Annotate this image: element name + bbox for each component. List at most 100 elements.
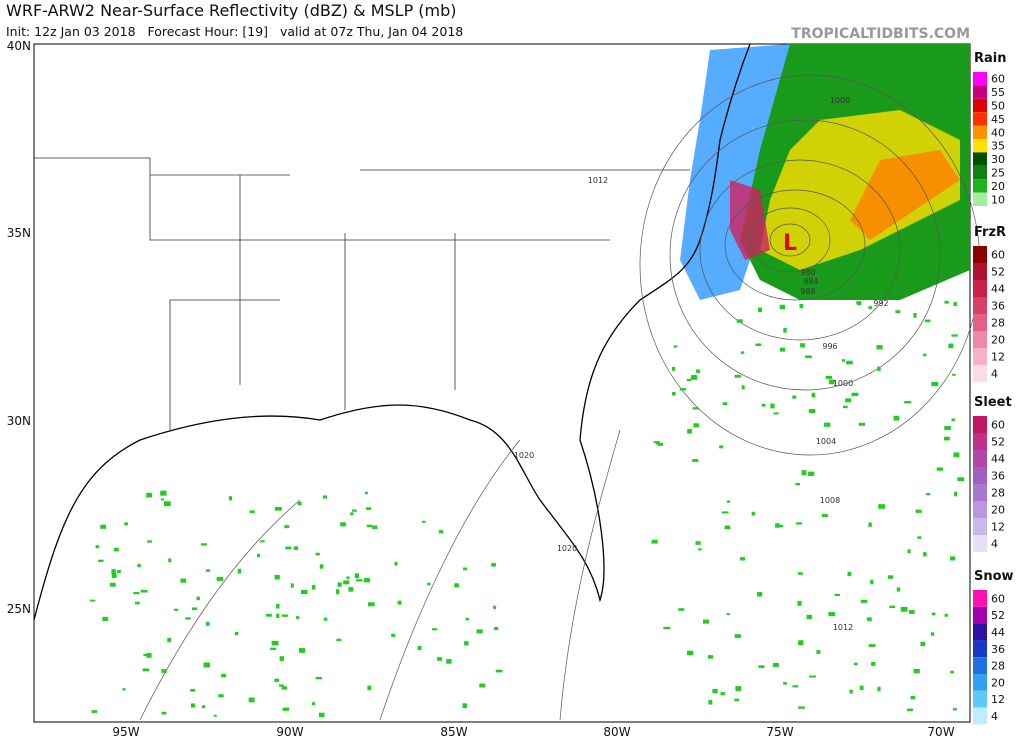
- legend-swatch: [973, 606, 987, 624]
- legend-swatch: [973, 348, 987, 365]
- lat-label: 25N: [7, 602, 31, 616]
- shower-cell: [427, 582, 431, 586]
- shower-cell: [479, 683, 486, 688]
- shower-cell: [952, 708, 957, 711]
- shower-cell: [300, 589, 308, 595]
- shower-cell: [679, 388, 687, 391]
- shower-cell: [696, 369, 701, 373]
- legend-swatch: [973, 165, 987, 180]
- isobar-label: 1012: [833, 623, 853, 632]
- shower-cell: [878, 504, 886, 509]
- shower-cell: [707, 655, 713, 659]
- shower-cell: [276, 613, 280, 618]
- shower-cell: [735, 686, 741, 691]
- shower-cell: [719, 445, 723, 449]
- shower-cell: [367, 685, 372, 691]
- shower-cell: [348, 587, 354, 592]
- shower-cell: [657, 442, 663, 446]
- shower-cell: [260, 540, 265, 543]
- legend-swatch: [973, 297, 987, 314]
- shower-cell: [218, 694, 224, 698]
- watermark: TROPICALTIDBITS.COM: [791, 26, 970, 42]
- shower-cell: [860, 599, 868, 603]
- shower-cell: [770, 403, 775, 409]
- shower-cell: [931, 381, 939, 387]
- legend-label: 40: [991, 126, 1005, 139]
- shower-cell: [702, 619, 709, 624]
- shower-cell: [858, 422, 866, 426]
- legend-label: 44: [991, 453, 1005, 466]
- legend-swatch: [973, 314, 987, 331]
- isobar-label: 1008: [820, 496, 840, 505]
- shower-cell: [806, 614, 812, 620]
- shower-cell: [278, 684, 284, 687]
- shower-cell: [931, 612, 936, 616]
- shower-cell: [191, 703, 195, 708]
- shower-cell: [801, 470, 807, 475]
- map-area: [33, 43, 981, 723]
- shower-cell: [234, 631, 239, 636]
- legend-title: Rain: [974, 51, 1007, 66]
- shower-cell: [944, 425, 951, 430]
- legend-swatch: [973, 518, 987, 535]
- shower-cell: [876, 345, 883, 350]
- legend-title: FrzR: [974, 225, 1006, 240]
- shower-cell: [221, 673, 227, 678]
- legend-swatch: [973, 85, 987, 99]
- shower-cell: [761, 404, 766, 407]
- shower-cell: [656, 441, 660, 445]
- shower-cell: [95, 545, 100, 549]
- shower-cell: [274, 678, 280, 682]
- shower-cell: [476, 629, 483, 634]
- shower-cell: [432, 628, 438, 631]
- shower-cell: [372, 525, 378, 530]
- shower-cell: [779, 304, 786, 310]
- shower-cell: [161, 669, 167, 673]
- shower-cell: [690, 375, 698, 380]
- low-marker: L: [783, 231, 797, 256]
- title: WRF-ARW2 Near-Surface Reflectivity (dBZ)…: [6, 1, 457, 20]
- shower-cell: [147, 540, 152, 543]
- shower-cell: [889, 605, 896, 609]
- shower-cell: [950, 556, 956, 561]
- shower-cell: [851, 392, 859, 397]
- lon-label: 70W: [927, 725, 954, 739]
- shower-cell: [322, 495, 328, 499]
- shower-cell: [800, 343, 806, 348]
- shower-cell: [134, 601, 140, 605]
- legend-title: Sleet: [974, 395, 1012, 410]
- shower-cell: [808, 471, 815, 476]
- shower-cell: [464, 641, 469, 646]
- shower-cell: [824, 422, 831, 427]
- shower-cell: [122, 688, 126, 691]
- legend-swatch: [973, 535, 987, 552]
- shower-cell: [111, 573, 117, 579]
- rain-heavy: [760, 110, 960, 270]
- legend-label: 12: [991, 693, 1005, 706]
- shower-cell: [137, 563, 141, 568]
- shower-cell: [877, 686, 881, 692]
- shower-cell: [203, 662, 210, 668]
- legend-label: 20: [991, 676, 1005, 689]
- shower-cell: [772, 662, 779, 667]
- legend-label: 52: [991, 436, 1005, 449]
- legend-label: 12: [991, 521, 1005, 534]
- legend-swatch: [973, 623, 987, 641]
- shower-cell: [888, 575, 894, 579]
- shower-cell: [944, 436, 950, 441]
- shower-cell: [825, 376, 832, 379]
- legend-label: 4: [991, 538, 998, 551]
- shower-cell: [454, 583, 459, 588]
- mixed-precip: [730, 180, 770, 260]
- shower-cell: [352, 509, 357, 512]
- legend-swatch: [973, 192, 987, 206]
- shower-cell: [795, 482, 800, 486]
- shower-cell: [842, 359, 846, 362]
- legend-label: 25: [991, 167, 1005, 180]
- shower-cell: [915, 509, 922, 513]
- shower-cell: [256, 553, 260, 558]
- shower-cell: [160, 498, 165, 501]
- shower-cell: [336, 589, 340, 595]
- isobar-label: 992: [873, 299, 888, 308]
- shower-cell: [900, 606, 908, 612]
